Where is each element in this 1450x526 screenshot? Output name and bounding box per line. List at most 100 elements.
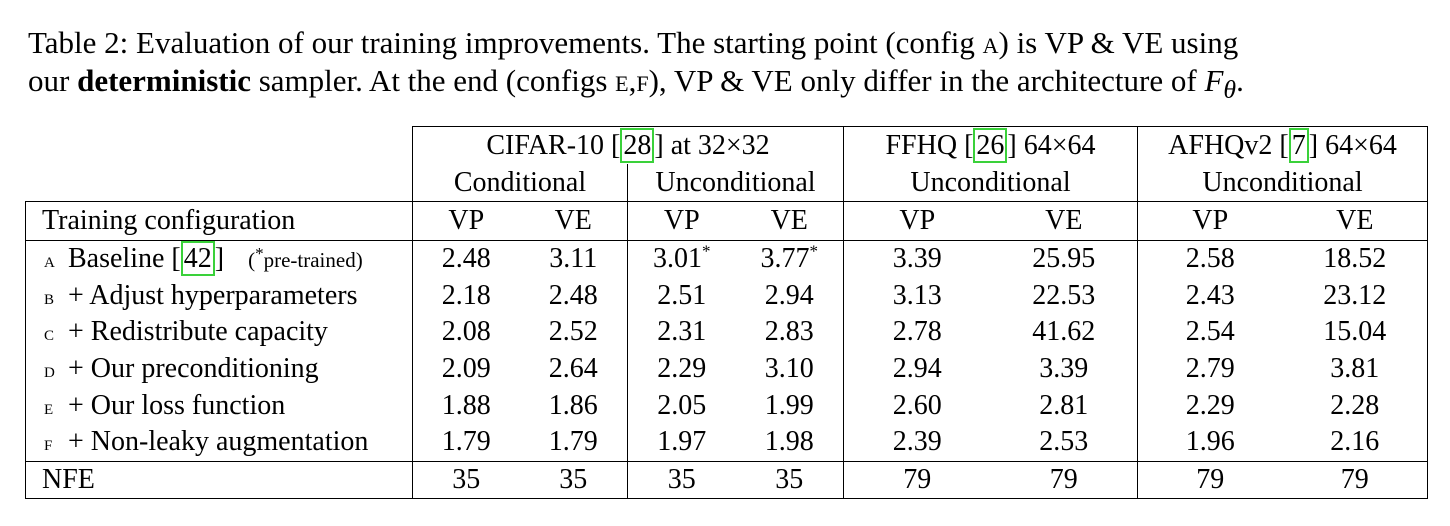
caption-bold-word: deterministic bbox=[77, 63, 251, 98]
col-vp: VP bbox=[412, 201, 520, 241]
table-row: c + Redistribute capacity 2.08 2.52 2.31 … bbox=[25, 314, 1429, 351]
dataset-cifar10: CIFAR-10 [28] at 32×32 bbox=[412, 126, 844, 164]
pretrained-note: (*pre-trained) bbox=[248, 244, 363, 273]
nfe-row: NFE 35 35 35 35 79 79 79 79 bbox=[25, 460, 1429, 499]
best-value-cell: 1.97 bbox=[627, 423, 736, 462]
training-config-header: Training configuration bbox=[25, 201, 413, 241]
caption-line-2: our deterministic sampler. At the end (c… bbox=[28, 63, 1244, 105]
config-label: d + Our preconditioning bbox=[25, 350, 413, 388]
best-value-cell: 1.79 bbox=[412, 423, 520, 462]
caption-line-1: Table 2: Evaluation of our training impr… bbox=[28, 25, 1239, 60]
value-cell: 2.81 bbox=[1039, 389, 1089, 421]
col-ve: VE bbox=[519, 201, 628, 241]
value-cell: 2.51 bbox=[627, 277, 736, 315]
value-cell: 23.12 bbox=[1282, 277, 1429, 315]
citation-link[interactable]: 28 bbox=[620, 127, 655, 163]
nfe-cell: 79 bbox=[843, 460, 991, 499]
config-label: e + Our loss function bbox=[25, 387, 413, 424]
table-row: f + Non-leaky augmentation 1.79 1.79 1.97… bbox=[25, 423, 1429, 462]
value-cell: 2.43 bbox=[1137, 277, 1283, 315]
table-row: a Baseline [42] (*pre-trained) 2.48 3.11 3… bbox=[25, 240, 1429, 278]
subgroup-unconditional: Unconditional bbox=[627, 164, 844, 202]
best-value-cell: 2.39 bbox=[843, 423, 991, 462]
best-value-cell: 1.98 bbox=[764, 426, 814, 458]
value-cell: 2.18 bbox=[412, 277, 520, 315]
value-cell: 2.60 bbox=[843, 387, 991, 424]
value-cell: 3.11 bbox=[549, 243, 598, 275]
dataset-afhqv2: AFHQv2 [7] 64×64 bbox=[1137, 126, 1429, 164]
citation-link[interactable]: 42 bbox=[180, 241, 215, 277]
value-cell: 2.52 bbox=[548, 316, 598, 348]
nfe-cell: 79 bbox=[990, 460, 1138, 499]
table-caption: Table 2: Evaluation of our training impr… bbox=[28, 24, 1428, 109]
col-ve: VE bbox=[735, 201, 844, 241]
value-cell: 2.29 bbox=[627, 350, 736, 388]
corner-cell bbox=[26, 127, 413, 165]
value-cell: 2.05 bbox=[627, 387, 736, 424]
value-cell: 2.58 bbox=[1137, 240, 1283, 278]
value-cell: 3.39 bbox=[1039, 353, 1089, 385]
value-cell: 2.78 bbox=[843, 314, 991, 351]
citation-link[interactable]: 26 bbox=[973, 127, 1008, 163]
value-cell: 3.77* bbox=[760, 241, 819, 275]
citation-link[interactable]: 7 bbox=[1288, 127, 1309, 163]
value-cell: 2.54 bbox=[1137, 314, 1283, 351]
value-cell: 2.09 bbox=[412, 350, 520, 388]
results-table: CIFAR-10 [28] at 32×32 FFHQ [26] 64×64 A… bbox=[25, 126, 1429, 499]
value-cell: 1.99 bbox=[764, 389, 814, 421]
value-cell: 15.04 bbox=[1282, 314, 1429, 351]
value-cell: 2.79 bbox=[1137, 350, 1283, 388]
best-value-cell: 1.96 bbox=[1137, 423, 1283, 462]
value-cell: 25.95 bbox=[1032, 243, 1096, 275]
nfe-cell: 35 bbox=[519, 460, 628, 499]
value-cell: 3.39 bbox=[843, 240, 991, 278]
nfe-cell: 79 bbox=[1282, 460, 1429, 499]
subgroup-conditional: Conditional bbox=[412, 164, 628, 202]
value-cell: 2.48 bbox=[412, 240, 520, 278]
config-label: f + Non-leaky augmentation bbox=[25, 423, 413, 462]
dataset-ffhq: FFHQ [26] 64×64 bbox=[842, 126, 1138, 164]
nfe-cell: 35 bbox=[412, 460, 520, 499]
config-label: b + Adjust hyperparameters bbox=[25, 277, 413, 315]
nfe-cell: 35 bbox=[627, 460, 736, 499]
value-cell: 18.52 bbox=[1282, 240, 1429, 278]
value-cell: 3.81 bbox=[1282, 350, 1429, 388]
col-ve: VE bbox=[1282, 201, 1429, 241]
nfe-cell: 35 bbox=[735, 460, 844, 499]
value-cell: 2.83 bbox=[764, 316, 814, 348]
value-cell: 22.53 bbox=[1032, 279, 1096, 311]
value-cell: 2.29 bbox=[1137, 387, 1283, 424]
value-cell: 2.94 bbox=[843, 350, 991, 388]
best-value-cell: 2.53 bbox=[1039, 426, 1089, 458]
value-cell: 3.13 bbox=[843, 277, 991, 315]
config-label: c + Redistribute capacity bbox=[25, 314, 413, 351]
value-cell: 2.64 bbox=[548, 353, 598, 385]
table-row: b + Adjust hyperparameters 2.18 2.48 2.51… bbox=[25, 277, 1429, 315]
nfe-cell: 79 bbox=[1137, 460, 1283, 499]
nfe-label: NFE bbox=[25, 460, 413, 499]
value-cell: 2.31 bbox=[627, 314, 736, 351]
table-row: e + Our loss function 1.88 1.86 2.05 1.99… bbox=[25, 387, 1429, 424]
value-cell: 2.08 bbox=[412, 314, 520, 351]
col-vp: VP bbox=[843, 201, 991, 241]
value-cell: 3.10 bbox=[764, 353, 814, 385]
table-row: d + Our preconditioning 2.09 2.64 2.29 3.… bbox=[25, 350, 1429, 388]
value-cell: 3.01* bbox=[627, 240, 736, 278]
subgroup-unconditional: Unconditional bbox=[1137, 164, 1429, 202]
config-label: a Baseline [42] (*pre-trained) bbox=[25, 240, 413, 278]
value-cell: 1.86 bbox=[548, 389, 598, 421]
best-value-cell: 2.16 bbox=[1282, 423, 1429, 462]
value-cell: 41.62 bbox=[1032, 316, 1096, 348]
subgroup-unconditional: Unconditional bbox=[842, 164, 1138, 202]
col-vp: VP bbox=[1137, 201, 1283, 241]
col-ve: VE bbox=[990, 201, 1138, 241]
value-cell: 2.28 bbox=[1282, 387, 1429, 424]
col-vp: VP bbox=[627, 201, 736, 241]
value-cell: 2.94 bbox=[764, 279, 814, 311]
best-value-cell: 1.79 bbox=[548, 426, 598, 458]
value-cell: 2.48 bbox=[548, 279, 598, 311]
column-header-row: Training configuration VP VE VP VE VP VE… bbox=[25, 201, 1429, 241]
dataset-header-row: CIFAR-10 [28] at 32×32 FFHQ [26] 64×64 A… bbox=[26, 126, 1429, 165]
condition-header-row: Conditional Unconditional Unconditional … bbox=[26, 164, 1429, 202]
value-cell: 1.88 bbox=[412, 387, 520, 424]
